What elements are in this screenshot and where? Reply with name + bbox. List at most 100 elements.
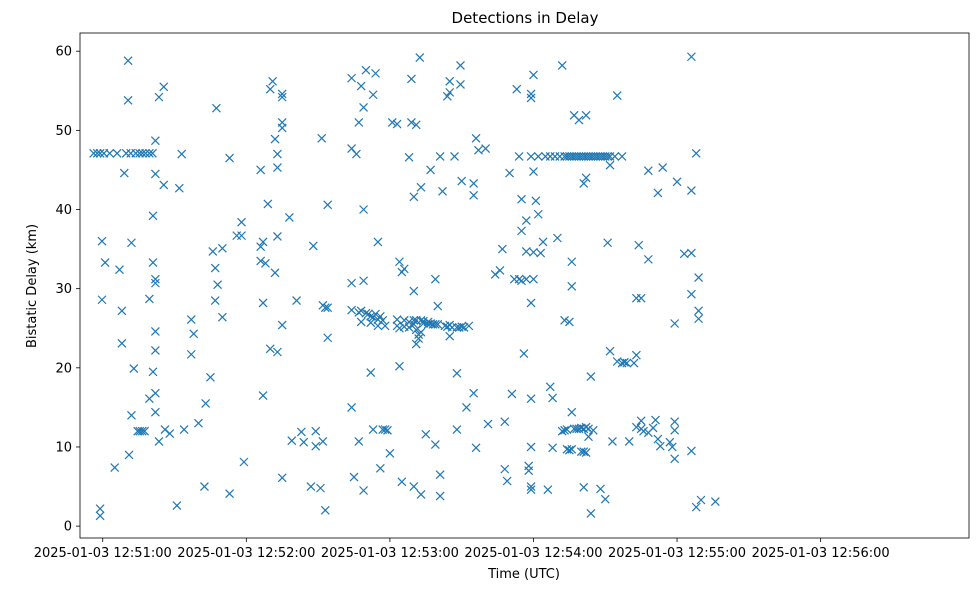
data-point	[277, 89, 287, 99]
data-point	[256, 256, 266, 266]
x-tick-label: 2025-01-03 12:53:00	[321, 546, 459, 561]
data-point	[584, 424, 593, 434]
data-point	[148, 367, 158, 377]
data-point	[141, 148, 150, 158]
data-point	[557, 61, 567, 70]
data-point	[533, 152, 543, 161]
data-point	[456, 80, 465, 89]
data-point	[409, 286, 419, 296]
data-point	[311, 441, 321, 451]
data-point	[557, 426, 567, 436]
data-point	[237, 217, 246, 227]
chart-title: Detections in Delay	[452, 9, 599, 27]
data-point	[378, 315, 388, 325]
data-point	[392, 315, 402, 324]
data-point	[138, 148, 147, 158]
data-point	[543, 485, 553, 495]
data-point	[270, 134, 280, 144]
data-point	[277, 92, 287, 102]
data-point	[529, 247, 538, 257]
data-point	[323, 200, 333, 210]
data-point	[464, 321, 474, 331]
data-point	[605, 160, 615, 170]
data-point	[159, 82, 169, 92]
data-point	[387, 118, 397, 127]
data-point	[445, 76, 455, 86]
data-point	[603, 152, 613, 161]
data-point	[100, 258, 110, 267]
data-point	[686, 289, 696, 299]
data-point	[308, 241, 318, 251]
data-point	[366, 311, 376, 321]
data-point	[608, 437, 617, 446]
data-point	[694, 314, 704, 324]
data-point	[205, 372, 215, 382]
data-point	[457, 322, 467, 332]
data-point	[92, 148, 102, 158]
y-tick-label: 30	[55, 282, 72, 297]
data-point	[112, 148, 122, 158]
data-point	[277, 320, 287, 330]
data-point	[507, 389, 517, 399]
x-tick-label: 2025-01-03 12:51:00	[34, 546, 172, 561]
data-point	[519, 349, 529, 358]
data-point	[658, 163, 668, 172]
data-point	[225, 489, 234, 499]
data-point	[366, 368, 376, 377]
data-point	[526, 394, 536, 404]
data-point	[359, 205, 368, 214]
data-point	[407, 74, 416, 84]
data-point	[123, 95, 133, 105]
data-point	[258, 391, 268, 400]
data-point	[399, 315, 409, 325]
data-point	[217, 312, 227, 322]
data-point	[356, 81, 366, 91]
data-point	[359, 486, 368, 495]
data-point	[371, 309, 380, 319]
data-point	[272, 163, 282, 172]
data-point	[356, 306, 366, 316]
data-point	[529, 274, 538, 284]
data-point	[397, 477, 407, 487]
data-point	[217, 243, 227, 253]
data-point	[347, 402, 357, 412]
data-point	[117, 338, 127, 348]
data-point	[380, 321, 390, 331]
data-point	[395, 257, 404, 267]
data-point	[564, 317, 574, 327]
data-point	[179, 425, 189, 434]
data-point	[144, 148, 154, 158]
x-tick-label: 2025-01-03 12:54:00	[464, 546, 602, 561]
data-point	[127, 410, 136, 420]
data-point	[433, 319, 443, 329]
data-point	[272, 347, 282, 357]
data-point	[200, 482, 209, 491]
data-point	[533, 209, 543, 219]
data-point	[150, 274, 160, 284]
data-point	[452, 425, 462, 434]
data-point	[287, 436, 297, 446]
data-point	[579, 178, 589, 188]
data-point	[368, 90, 378, 100]
data-point	[208, 247, 218, 256]
data-point	[667, 442, 677, 452]
data-point	[359, 276, 368, 286]
data-point	[258, 237, 268, 247]
data-point	[258, 298, 268, 308]
data-point	[471, 443, 481, 453]
data-point	[538, 237, 548, 247]
data-point	[560, 425, 570, 435]
data-point	[97, 236, 107, 246]
data-point	[277, 473, 287, 483]
data-point	[395, 323, 404, 333]
data-point	[521, 247, 531, 256]
data-point	[316, 483, 325, 493]
data-point	[159, 180, 169, 190]
data-point	[450, 152, 459, 161]
data-point	[89, 148, 99, 158]
data-point	[373, 237, 383, 247]
data-point	[469, 178, 479, 188]
data-point	[347, 278, 357, 288]
data-point	[409, 482, 419, 491]
data-point	[514, 152, 524, 161]
